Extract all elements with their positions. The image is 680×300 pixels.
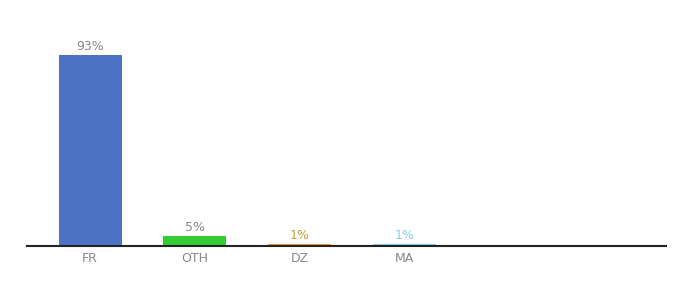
Text: 93%: 93% (76, 40, 104, 52)
Text: 5%: 5% (185, 221, 205, 234)
Text: 1%: 1% (290, 229, 309, 242)
Text: 1%: 1% (394, 229, 414, 242)
Bar (163, 236, 226, 246)
Bar (373, 244, 436, 246)
Bar (268, 244, 331, 246)
Bar (58, 55, 122, 246)
